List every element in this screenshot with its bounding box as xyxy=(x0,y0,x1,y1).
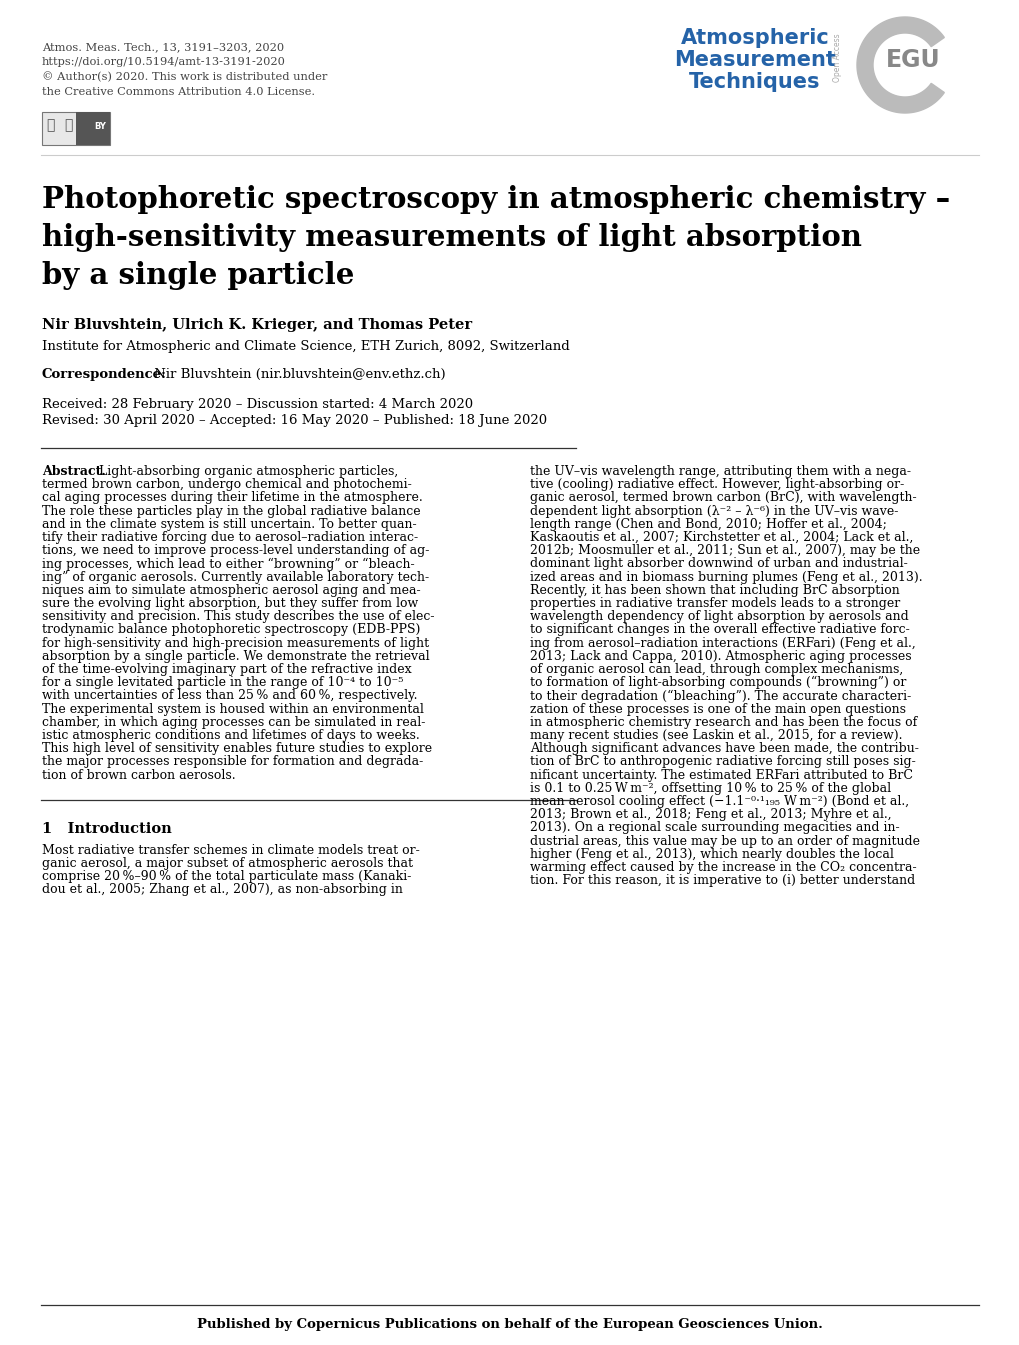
Text: comprise 20 %–90 % of the total particulate mass (Kanaki-: comprise 20 %–90 % of the total particul… xyxy=(42,870,411,884)
Text: cal aging processes during their lifetime in the atmosphere.: cal aging processes during their lifetim… xyxy=(42,491,422,504)
Text: nificant uncertainty. The estimated ERFari attributed to BrC: nificant uncertainty. The estimated ERFa… xyxy=(530,768,912,781)
Text: in atmospheric chemistry research and has been the focus of: in atmospheric chemistry research and ha… xyxy=(530,716,916,729)
Text: The experimental system is housed within an environmental: The experimental system is housed within… xyxy=(42,702,424,716)
Text: Although significant advances have been made, the contribu-: Although significant advances have been … xyxy=(530,742,918,755)
Text: EGU: EGU xyxy=(884,48,940,73)
Text: tion of BrC to anthropogenic radiative forcing still poses sig-: tion of BrC to anthropogenic radiative f… xyxy=(530,756,915,768)
Text: sensitivity and precision. This study describes the use of elec-: sensitivity and precision. This study de… xyxy=(42,611,434,623)
Text: Light-absorbing organic atmospheric particles,: Light-absorbing organic atmospheric part… xyxy=(99,465,397,477)
Text: wavelength dependency of light absorption by aerosols and: wavelength dependency of light absorptio… xyxy=(530,611,908,623)
Text: Photophoretic spectroscopy in atmospheric chemistry –: Photophoretic spectroscopy in atmospheri… xyxy=(42,186,950,214)
Text: tion of brown carbon aerosols.: tion of brown carbon aerosols. xyxy=(42,768,235,781)
Text: Atmos. Meas. Tech., 13, 3191–3203, 2020: Atmos. Meas. Tech., 13, 3191–3203, 2020 xyxy=(42,42,284,52)
Text: niques aim to simulate atmospheric aerosol aging and mea-: niques aim to simulate atmospheric aeros… xyxy=(42,584,420,597)
Text: 2013). On a regional scale surrounding megacities and in-: 2013). On a regional scale surrounding m… xyxy=(530,822,899,834)
Text: 1   Introduction: 1 Introduction xyxy=(42,822,171,835)
Text: ▲: ▲ xyxy=(898,20,905,30)
Text: ing processes, which lead to either “browning” or “bleach-: ing processes, which lead to either “bro… xyxy=(42,557,414,570)
Text: for a single levitated particle in the range of 10⁻⁴ to 10⁻⁵: for a single levitated particle in the r… xyxy=(42,677,403,689)
Text: trodynamic balance photophoretic spectroscopy (EDB-PPS): trodynamic balance photophoretic spectro… xyxy=(42,623,420,636)
Text: 2013; Brown et al., 2018; Feng et al., 2013; Myhre et al.,: 2013; Brown et al., 2018; Feng et al., 2… xyxy=(530,808,891,822)
Text: Nir Bluvshtein (nir.bluvshtein@env.ethz.ch): Nir Bluvshtein (nir.bluvshtein@env.ethz.… xyxy=(150,369,445,381)
Text: istic atmospheric conditions and lifetimes of days to weeks.: istic atmospheric conditions and lifetim… xyxy=(42,729,420,742)
Text: mean aerosol cooling effect (−1.1⁻⁰·¹₁₉₅ W m⁻²) (Bond et al.,: mean aerosol cooling effect (−1.1⁻⁰·¹₁₉₅… xyxy=(530,795,908,808)
Text: ⓘ: ⓘ xyxy=(64,118,72,132)
Text: of organic aerosol can lead, through complex mechanisms,: of organic aerosol can lead, through com… xyxy=(530,663,903,677)
Text: ing” of organic aerosols. Currently available laboratory tech-: ing” of organic aerosols. Currently avai… xyxy=(42,570,429,584)
Text: The role these particles play in the global radiative balance: The role these particles play in the glo… xyxy=(42,504,420,518)
Text: Kaskaoutis et al., 2007; Kirchstetter et al., 2004; Lack et al.,: Kaskaoutis et al., 2007; Kirchstetter et… xyxy=(530,531,912,543)
Text: Open Access: Open Access xyxy=(833,34,842,82)
Text: dou et al., 2005; Zhang et al., 2007), as non-absorbing in: dou et al., 2005; Zhang et al., 2007), a… xyxy=(42,884,403,896)
Text: of the time-evolving imaginary part of the refractive index: of the time-evolving imaginary part of t… xyxy=(42,663,412,677)
Text: https://doi.org/10.5194/amt-13-3191-2020: https://doi.org/10.5194/amt-13-3191-2020 xyxy=(42,56,285,67)
Text: chamber, in which aging processes can be simulated in real-: chamber, in which aging processes can be… xyxy=(42,716,425,729)
Text: to formation of light-absorbing compounds (“browning”) or: to formation of light-absorbing compound… xyxy=(530,677,906,690)
Text: Correspondence:: Correspondence: xyxy=(42,369,167,381)
Text: absorption by a single particle. We demonstrate the retrieval: absorption by a single particle. We demo… xyxy=(42,650,429,663)
Text: the major processes responsible for formation and degrada-: the major processes responsible for form… xyxy=(42,756,423,768)
Text: dominant light absorber downwind of urban and industrial-: dominant light absorber downwind of urba… xyxy=(530,557,907,570)
Text: and in the climate system is still uncertain. To better quan-: and in the climate system is still uncer… xyxy=(42,518,416,531)
Text: cc: cc xyxy=(82,118,94,128)
Text: tions, we need to improve process-level understanding of ag-: tions, we need to improve process-level … xyxy=(42,545,429,557)
Text: ganic aerosol, termed brown carbon (BrC), with wavelength-: ganic aerosol, termed brown carbon (BrC)… xyxy=(530,491,916,504)
Text: ized areas and in biomass burning plumes (Feng et al., 2013).: ized areas and in biomass burning plumes… xyxy=(530,570,922,584)
Text: Most radiative transfer schemes in climate models treat or-: Most radiative transfer schemes in clima… xyxy=(42,843,420,857)
Text: Published by Copernicus Publications on behalf of the European Geosciences Union: Published by Copernicus Publications on … xyxy=(197,1318,822,1332)
Bar xyxy=(42,112,110,145)
Text: to significant changes in the overall effective radiative forc-: to significant changes in the overall ef… xyxy=(530,623,909,636)
Text: 2013; Lack and Cappa, 2010). Atmospheric aging processes: 2013; Lack and Cappa, 2010). Atmospheric… xyxy=(530,650,911,663)
Text: the Creative Commons Attribution 4.0 License.: the Creative Commons Attribution 4.0 Lic… xyxy=(42,87,315,97)
Text: for high-sensitivity and high-precision measurements of light: for high-sensitivity and high-precision … xyxy=(42,636,429,650)
Text: BY: BY xyxy=(94,122,106,130)
Bar xyxy=(76,112,110,145)
Text: warming effect caused by the increase in the CO₂ concentra-: warming effect caused by the increase in… xyxy=(530,861,916,874)
Text: tify their radiative forcing due to aerosol–radiation interac-: tify their radiative forcing due to aero… xyxy=(42,531,418,543)
Text: dependent light absorption (λ⁻² – λ⁻⁶) in the UV–vis wave-: dependent light absorption (λ⁻² – λ⁻⁶) i… xyxy=(530,504,898,518)
Text: dustrial areas, this value may be up to an order of magnitude: dustrial areas, this value may be up to … xyxy=(530,835,919,847)
Text: ganic aerosol, a major subset of atmospheric aerosols that: ganic aerosol, a major subset of atmosph… xyxy=(42,857,413,870)
Text: Recently, it has been shown that including BrC absorption: Recently, it has been shown that includi… xyxy=(530,584,899,597)
Text: Techniques: Techniques xyxy=(689,73,820,91)
Text: Received: 28 February 2020 – Discussion started: 4 March 2020: Received: 28 February 2020 – Discussion … xyxy=(42,398,473,412)
Text: © Author(s) 2020. This work is distributed under: © Author(s) 2020. This work is distribut… xyxy=(42,73,327,82)
Text: length range (Chen and Bond, 2010; Hoffer et al., 2004;: length range (Chen and Bond, 2010; Hoffe… xyxy=(530,518,886,531)
Text: This high level of sensitivity enables future studies to explore: This high level of sensitivity enables f… xyxy=(42,742,432,755)
Text: Institute for Atmospheric and Climate Science, ETH Zurich, 8092, Switzerland: Institute for Atmospheric and Climate Sc… xyxy=(42,340,570,352)
Text: many recent studies (see Laskin et al., 2015, for a review).: many recent studies (see Laskin et al., … xyxy=(530,729,902,742)
Text: is 0.1 to 0.25 W m⁻², offsetting 10 % to 25 % of the global: is 0.1 to 0.25 W m⁻², offsetting 10 % to… xyxy=(530,781,891,795)
Text: tion. For this reason, it is imperative to (i) better understand: tion. For this reason, it is imperative … xyxy=(530,874,914,888)
Text: high-sensitivity measurements of light absorption: high-sensitivity measurements of light a… xyxy=(42,223,861,252)
Text: Atmospheric: Atmospheric xyxy=(680,28,828,48)
Text: tive (cooling) radiative effect. However, light-absorbing or-: tive (cooling) radiative effect. However… xyxy=(530,479,904,491)
Text: ⓒ: ⓒ xyxy=(46,118,54,132)
Text: Revised: 30 April 2020 – Accepted: 16 May 2020 – Published: 18 June 2020: Revised: 30 April 2020 – Accepted: 16 Ma… xyxy=(42,414,546,426)
Text: to their degradation (“bleaching”). The accurate characteri-: to their degradation (“bleaching”). The … xyxy=(530,690,910,702)
Text: properties in radiative transfer models leads to a stronger: properties in radiative transfer models … xyxy=(530,597,900,611)
Text: the UV–vis wavelength range, attributing them with a nega-: the UV–vis wavelength range, attributing… xyxy=(530,465,910,477)
Text: Measurement: Measurement xyxy=(674,50,836,70)
Polygon shape xyxy=(856,17,944,113)
Text: ing from aerosol–radiation interactions (ERFari) (Feng et al.,: ing from aerosol–radiation interactions … xyxy=(530,636,915,650)
Text: Nir Bluvshtein, Ulrich K. Krieger, and Thomas Peter: Nir Bluvshtein, Ulrich K. Krieger, and T… xyxy=(42,317,472,332)
Text: Abstract.: Abstract. xyxy=(42,465,106,477)
Text: by a single particle: by a single particle xyxy=(42,261,354,291)
Text: higher (Feng et al., 2013), which nearly doubles the local: higher (Feng et al., 2013), which nearly… xyxy=(530,847,893,861)
Text: sure the evolving light absorption, but they suffer from low: sure the evolving light absorption, but … xyxy=(42,597,418,611)
Text: with uncertainties of less than 25 % and 60 %, respectively.: with uncertainties of less than 25 % and… xyxy=(42,690,417,702)
Text: termed brown carbon, undergo chemical and photochemi-: termed brown carbon, undergo chemical an… xyxy=(42,479,412,491)
Text: 2012b; Moosmuller et al., 2011; Sun et al., 2007), may be the: 2012b; Moosmuller et al., 2011; Sun et a… xyxy=(530,545,919,557)
Text: zation of these processes is one of the main open questions: zation of these processes is one of the … xyxy=(530,702,905,716)
